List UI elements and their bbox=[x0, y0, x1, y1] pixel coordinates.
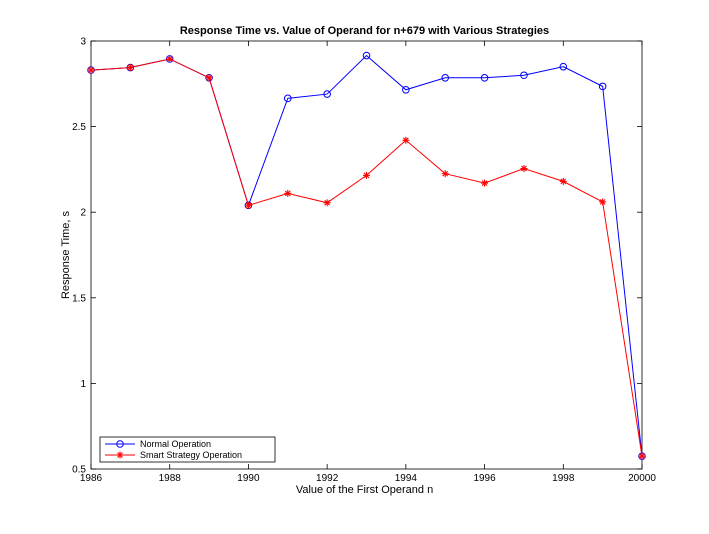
data-point bbox=[283, 94, 292, 103]
series-line bbox=[90, 58, 643, 457]
y-tick-label: 1 bbox=[80, 379, 86, 390]
data-point bbox=[87, 66, 95, 74]
legend-item: Smart Strategy Operation bbox=[105, 450, 242, 460]
data-point bbox=[244, 201, 252, 209]
legend-label: Smart Strategy Operation bbox=[140, 450, 242, 460]
data-point bbox=[441, 74, 450, 82]
data-point bbox=[166, 55, 174, 63]
data-point bbox=[284, 189, 292, 197]
series-1 bbox=[87, 51, 646, 460]
data-point bbox=[480, 74, 489, 82]
legend-item: Normal Operation bbox=[105, 439, 211, 449]
x-tick-label: 1990 bbox=[237, 473, 260, 484]
series-layer bbox=[87, 51, 646, 460]
data-point bbox=[638, 452, 646, 460]
legend-label: Normal Operation bbox=[140, 439, 211, 449]
legend-marker bbox=[116, 440, 124, 448]
x-tick-label: 1998 bbox=[552, 473, 575, 484]
data-point bbox=[481, 179, 489, 187]
x-tick-label: 20000 bbox=[628, 473, 656, 484]
x-tick-label: 1986 bbox=[80, 473, 103, 484]
legend-marker bbox=[116, 451, 124, 459]
y-tick-label: 2 bbox=[80, 208, 86, 219]
data-point bbox=[402, 85, 410, 94]
data-point bbox=[362, 51, 371, 60]
y-tick-label: 1.5 bbox=[72, 293, 86, 304]
data-point bbox=[205, 74, 213, 82]
data-point bbox=[441, 170, 449, 178]
data-point bbox=[559, 62, 568, 71]
y-tick-label: 0.5 bbox=[72, 465, 86, 476]
legend-box bbox=[99, 436, 276, 463]
x-tick-label: 1988 bbox=[159, 473, 182, 484]
x-tick-label: 1992 bbox=[316, 473, 339, 484]
plot-frame bbox=[90, 40, 643, 470]
data-point bbox=[323, 90, 331, 98]
series-line bbox=[90, 54, 643, 457]
axes: 1986 1988 1990 1992 1994 1996 1998 20000 0.5 1 1.5… bbox=[72, 37, 656, 485]
chart-title: Response Time vs. Value of Operand for n… bbox=[180, 25, 549, 37]
y-tick-label: 2.5 bbox=[72, 122, 86, 133]
x-axis-label: Value of the First Operand n bbox=[296, 484, 433, 496]
data-point bbox=[402, 136, 410, 144]
data-point bbox=[520, 165, 528, 173]
data-point bbox=[520, 71, 528, 80]
data-point bbox=[598, 82, 607, 91]
data-point bbox=[559, 177, 567, 185]
data-point bbox=[323, 199, 331, 207]
data-point bbox=[599, 198, 607, 206]
x-tick-label: 1994 bbox=[395, 473, 418, 484]
y-tick-label: 3 bbox=[80, 37, 86, 48]
y-axis-label: Response Time, s bbox=[60, 210, 72, 299]
data-point bbox=[126, 64, 134, 72]
x-tick-label: 1996 bbox=[473, 473, 496, 484]
data-point bbox=[363, 171, 370, 179]
series-2 bbox=[87, 55, 646, 460]
